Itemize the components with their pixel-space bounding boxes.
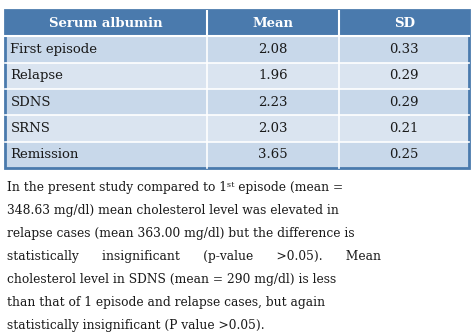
Text: relapse cases (mean 363.00 mg/dl) but the difference is: relapse cases (mean 363.00 mg/dl) but th… [7, 227, 355, 240]
Text: 0.29: 0.29 [390, 69, 419, 82]
Text: 2.23: 2.23 [258, 96, 288, 109]
Bar [5, 89, 469, 115]
Text: Serum albumin: Serum albumin [49, 17, 163, 30]
Text: In the present study compared to 1ˢᵗ episode (mean =: In the present study compared to 1ˢᵗ epi… [7, 181, 343, 195]
Text: 0.21: 0.21 [390, 122, 419, 135]
Text: 2.08: 2.08 [258, 43, 288, 56]
Bar [5, 142, 469, 168]
Text: Mean: Mean [253, 17, 293, 30]
Text: 0.25: 0.25 [390, 148, 419, 161]
Bar [5, 10, 207, 36]
Text: statistically insignificant (P value >0.05).: statistically insignificant (P value >0.… [7, 319, 265, 332]
Text: 3.65: 3.65 [258, 148, 288, 161]
Text: Relapse: Relapse [10, 69, 64, 82]
Text: First episode: First episode [10, 43, 98, 56]
Text: cholesterol level in SDNS (mean = 290 mg/dl) is less: cholesterol level in SDNS (mean = 290 mg… [7, 273, 337, 286]
Bar [5, 63, 469, 89]
Text: 348.63 mg/dl) mean cholesterol level was elevated in: 348.63 mg/dl) mean cholesterol level was… [7, 204, 339, 217]
Text: 1.96: 1.96 [258, 69, 288, 82]
Text: SDNS: SDNS [10, 96, 51, 109]
Bar [207, 10, 339, 36]
Bar [5, 36, 469, 63]
Text: Remission: Remission [10, 148, 79, 161]
Bar [5, 115, 469, 142]
Text: 2.03: 2.03 [258, 122, 288, 135]
Text: SD: SD [394, 17, 415, 30]
Text: statistically      insignificant      (p-value      >0.05).      Mean: statistically insignificant (p-value >0.… [7, 250, 381, 263]
Text: than that of 1 episode and relapse cases, but again: than that of 1 episode and relapse cases… [7, 296, 325, 309]
Text: 0.33: 0.33 [390, 43, 419, 56]
Bar [339, 10, 469, 36]
Text: SRNS: SRNS [10, 122, 50, 135]
Text: 0.29: 0.29 [390, 96, 419, 109]
Bar [5, 10, 469, 168]
